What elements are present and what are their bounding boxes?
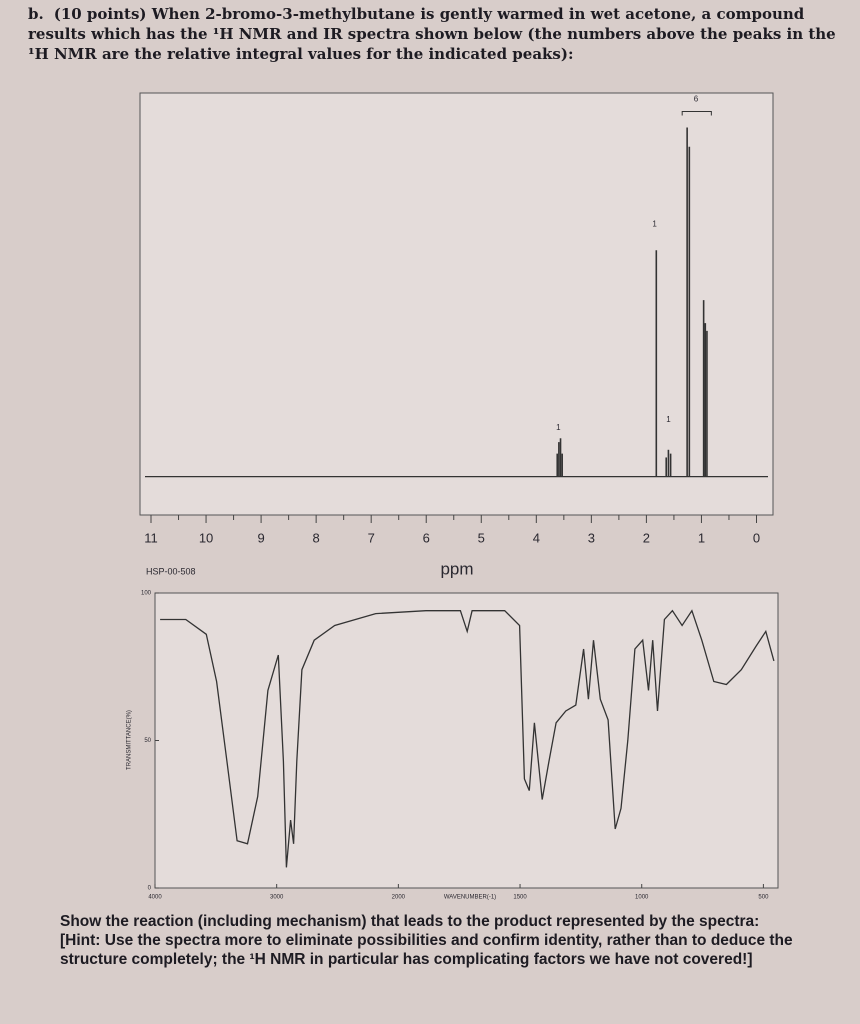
integral-label: 6 bbox=[694, 95, 699, 104]
y-tick-label: 50 bbox=[144, 738, 151, 744]
x-tick-label: 1500 bbox=[513, 895, 527, 901]
x-tick-label: 6 bbox=[423, 530, 430, 545]
integral-label: 1 bbox=[652, 219, 657, 228]
x-tick-label: 500 bbox=[758, 895, 769, 901]
x-tick-label: 3 bbox=[588, 530, 595, 545]
nmr-frame bbox=[139, 92, 774, 516]
ir-frame bbox=[154, 592, 779, 889]
x-tick-label: 8 bbox=[313, 530, 320, 545]
y-tick-label: 0 bbox=[148, 886, 152, 892]
spectrum-code: HSP-00-508 bbox=[146, 566, 196, 576]
x-tick-label: 10 bbox=[199, 530, 213, 545]
y-tick-label: 100 bbox=[141, 591, 152, 597]
ir-trace bbox=[160, 609, 775, 868]
x-tick-label: 2 bbox=[643, 530, 650, 545]
integral-label: 1 bbox=[556, 423, 561, 432]
x-tick-label: 2000 bbox=[392, 895, 406, 901]
nmr-x-label: ppm bbox=[440, 559, 473, 578]
prompt: Show the reaction (including mechanism) … bbox=[60, 913, 760, 930]
x-tick-label: 9 bbox=[257, 530, 264, 545]
x-tick-label: 0 bbox=[753, 530, 760, 545]
x-tick-label: 3000 bbox=[270, 895, 284, 901]
x-tick-label: 1000 bbox=[635, 895, 649, 901]
footer: Show the reaction (including mechanism) … bbox=[60, 912, 840, 969]
x-tick-label: 5 bbox=[478, 530, 485, 545]
x-tick-label: 4 bbox=[533, 530, 540, 545]
ir-x-label: WAVENUMBER(-1) bbox=[444, 895, 496, 901]
x-tick-label: 7 bbox=[368, 530, 375, 545]
ir-y-label: TRANSMITTANCE(%) bbox=[127, 710, 133, 770]
question-text: (10 points) When 2-bromo-3-methylbutane … bbox=[28, 5, 836, 63]
x-tick-label: 1 bbox=[698, 530, 705, 545]
x-tick-label: 11 bbox=[144, 530, 158, 545]
integral-label: 1 bbox=[666, 415, 671, 424]
integral-bracket bbox=[681, 111, 712, 116]
x-tick-label: 4000 bbox=[148, 895, 162, 901]
question-label: b. bbox=[28, 5, 44, 23]
question: b. (10 points) When 2-bromo-3-methylbutan… bbox=[28, 4, 843, 64]
hint: [Hint: Use the spectra more to eliminate… bbox=[60, 932, 793, 968]
